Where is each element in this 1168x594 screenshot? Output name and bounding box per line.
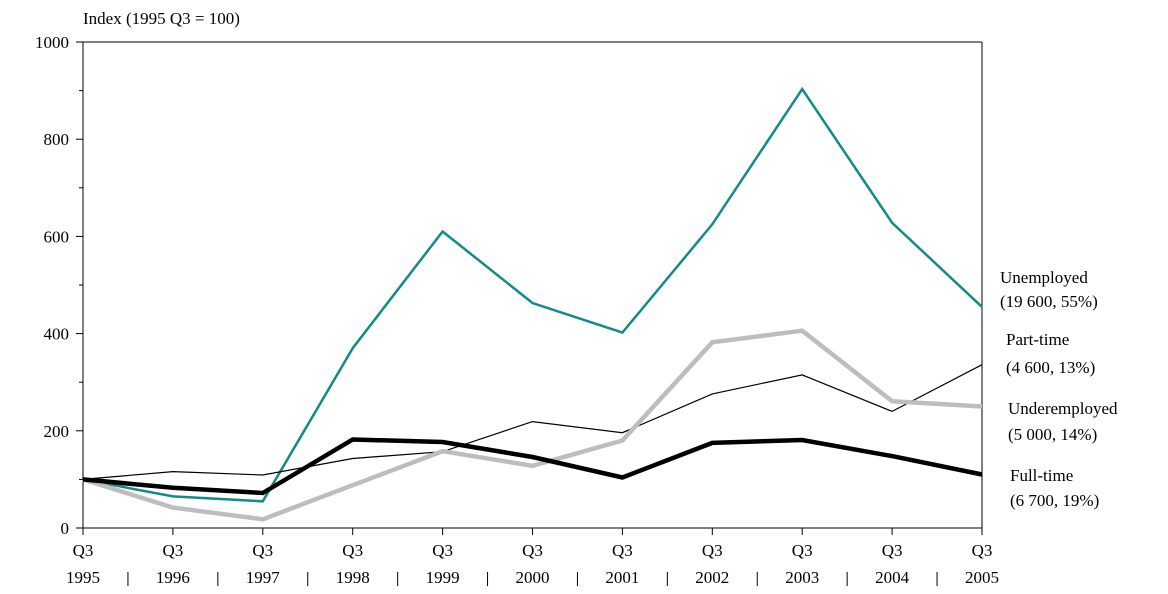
x-tick-label-quarter: Q3 — [702, 541, 723, 560]
x-tick-label-year: 1997 — [246, 568, 281, 587]
x-tick-label-quarter: Q3 — [882, 541, 903, 560]
x-tick-label-quarter: Q3 — [432, 541, 453, 560]
series-note-underemployed: (5 000, 14%) — [1008, 425, 1097, 444]
x-tick-label-year: 1998 — [336, 568, 370, 587]
series-note-full-time: (6 700, 19%) — [1010, 491, 1099, 510]
x-tick-label-quarter: Q3 — [522, 541, 543, 560]
y-tick-label: 400 — [44, 325, 70, 344]
series-line-unemployed — [82, 86, 983, 503]
y-tick-label: 0 — [61, 519, 70, 538]
x-tick-label-year: 1996 — [156, 568, 190, 587]
y-tick-label: 1000 — [35, 33, 69, 52]
series-label-part-time: Part-time — [1006, 330, 1069, 349]
x-tick-label-year: 2005 — [965, 568, 999, 587]
series-label-underemployed: Underemployed — [1008, 399, 1118, 418]
x-tick-label-quarter: Q3 — [163, 541, 184, 560]
series-lines — [82, 86, 983, 522]
x-tick-label-year: 2004 — [875, 568, 910, 587]
x-tick-label-year: 2001 — [605, 568, 639, 587]
x-tick-label-quarter: Q3 — [612, 541, 633, 560]
x-tick-label-quarter: Q3 — [792, 541, 813, 560]
y-tick-label: 600 — [44, 227, 70, 246]
x-tick-label-year: 2003 — [785, 568, 819, 587]
y-tick-label: 200 — [44, 422, 70, 441]
series-line-full-time — [82, 437, 983, 496]
axis-ticks: 0 200 400 600 800 1000 Q3 1995 Q3 1996 Q3 1997 Q3 199… — [35, 33, 999, 587]
series-note-part-time: (4 600, 13%) — [1006, 358, 1095, 377]
series-labels: Unemployed (19 600, 55%) Part-time (4 600, … — [1000, 268, 1118, 510]
series-label-unemployed: Unemployed — [1000, 268, 1088, 287]
y-axis-label: Index (1995 Q3 = 100) — [83, 9, 240, 28]
x-tick-label-quarter: Q3 — [342, 541, 363, 560]
x-tick-label-year: 1995 — [66, 568, 100, 587]
x-tick-label-quarter: Q3 — [972, 541, 993, 560]
y-tick-label: 800 — [44, 130, 70, 149]
series-line-part-time — [82, 364, 983, 480]
series-note-unemployed: (19 600, 55%) — [1000, 292, 1098, 311]
x-tick-label-year: 2000 — [516, 568, 550, 587]
x-tick-label-year: 1999 — [426, 568, 460, 587]
series-label-full-time: Full-time — [1010, 466, 1073, 485]
series-line-underemployed — [82, 328, 983, 522]
x-tick-label-quarter: Q3 — [73, 541, 94, 560]
x-tick-label-quarter: Q3 — [252, 541, 273, 560]
x-tick-label-year: 2002 — [695, 568, 729, 587]
